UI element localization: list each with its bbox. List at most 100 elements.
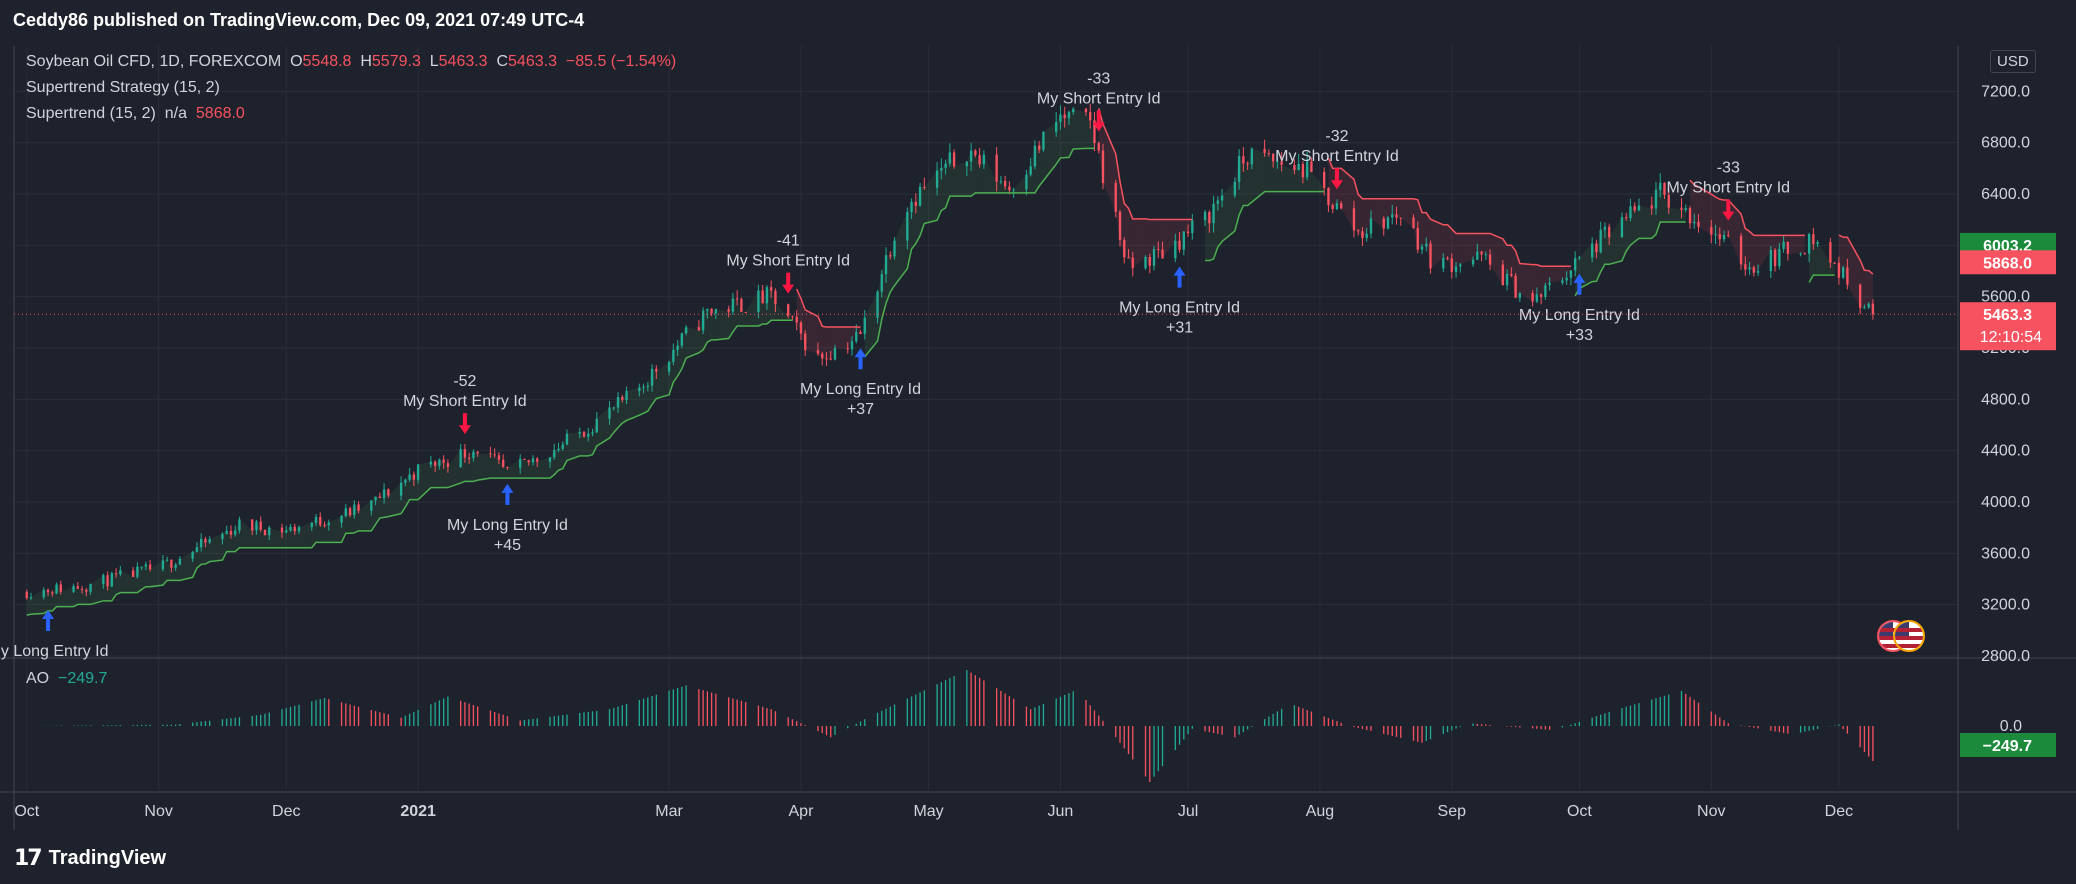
candle xyxy=(1484,251,1487,260)
tradingview-logo[interactable]: 17 TradingView xyxy=(14,846,166,871)
candle xyxy=(106,571,109,591)
candle xyxy=(1178,232,1181,253)
supertrend-fill xyxy=(1183,219,1189,234)
candle xyxy=(429,455,433,468)
supertrend-name[interactable]: Supertrend (15, 2) xyxy=(26,105,156,122)
supertrend-fill xyxy=(1562,266,1567,281)
candle-body xyxy=(106,575,109,587)
candle xyxy=(1803,252,1807,255)
candle xyxy=(502,454,505,468)
strategy-legend[interactable]: Supertrend Strategy (15, 2) xyxy=(26,79,220,97)
candle xyxy=(1535,287,1539,304)
candle-body xyxy=(59,584,62,592)
candle-body xyxy=(1271,153,1275,162)
supertrend-fill xyxy=(954,161,967,197)
candle xyxy=(387,488,390,498)
short-entry-signal[interactable]: My Short Entry Id -52 xyxy=(403,373,527,435)
candle xyxy=(114,568,118,578)
candle-body xyxy=(191,551,194,559)
candle xyxy=(310,522,313,531)
short-entry-signal[interactable]: My Short Entry Id -41 xyxy=(726,233,850,294)
candle-body xyxy=(1003,180,1007,187)
candle xyxy=(89,583,92,595)
candle xyxy=(234,525,237,537)
candle xyxy=(1488,249,1492,271)
supertrend-fill xyxy=(230,530,236,552)
candle-body xyxy=(731,298,735,312)
candle xyxy=(255,519,258,535)
candle-body xyxy=(1357,230,1360,232)
supertrend-fill xyxy=(1217,195,1223,247)
ao-value-badge[interactable]: −249.7 xyxy=(1960,733,2056,757)
short-entry-signal[interactable]: My Short Entry Id -33 xyxy=(1037,71,1161,132)
event-flags[interactable] xyxy=(1877,620,1941,652)
candle xyxy=(561,441,564,451)
supertrend-fill xyxy=(1541,266,1546,297)
symbol-legend[interactable]: Soybean Oil CFD, 1D, FOREXCOM O5548.8 H5… xyxy=(26,53,676,71)
strategy-name[interactable]: Supertrend Strategy (15, 2) xyxy=(26,79,220,96)
candle-body xyxy=(255,521,258,531)
candle-body xyxy=(178,558,182,565)
us-flag-icon[interactable] xyxy=(1893,620,1925,652)
candle-body xyxy=(1297,163,1300,171)
candle xyxy=(1863,304,1866,310)
candle-body xyxy=(148,564,152,570)
long-entry-signal[interactable]: My Long Entry Id +37 xyxy=(800,348,921,418)
ao-value-badge-bg xyxy=(1960,733,2056,757)
candle-body xyxy=(582,431,586,437)
candle xyxy=(804,330,807,356)
candle-body xyxy=(969,150,973,162)
long-arrow-icon xyxy=(854,348,867,370)
candle-body xyxy=(497,455,501,460)
supertrend-fill xyxy=(524,459,529,479)
candle xyxy=(144,561,148,571)
supertrend-legend[interactable]: Supertrend (15, 2) n/a 5868.0 xyxy=(26,105,245,123)
long-entry-signal[interactable]: My Long Entry Id xyxy=(0,609,109,660)
close-label: C xyxy=(496,53,509,70)
candle xyxy=(1161,241,1164,259)
candle xyxy=(757,284,760,319)
candle-body xyxy=(221,533,224,539)
candle-body xyxy=(1220,195,1224,201)
candle-body xyxy=(1650,205,1653,209)
supertrend-fill xyxy=(1477,233,1482,255)
candle-body xyxy=(1803,253,1807,255)
short-entry-signal[interactable]: My Short Entry Id -33 xyxy=(1666,160,1790,221)
supertrend-fill xyxy=(1243,163,1248,206)
supertrend-fill xyxy=(1013,174,1027,193)
trade-pnl-label: -33 xyxy=(1717,160,1740,177)
candle-body xyxy=(1369,218,1373,234)
candle xyxy=(1629,198,1632,222)
candle-body xyxy=(1033,145,1037,167)
candle xyxy=(608,401,611,425)
candle-body xyxy=(467,457,471,459)
candle-body xyxy=(1084,108,1088,113)
candle xyxy=(999,175,1003,185)
candle xyxy=(204,536,207,548)
candle-body xyxy=(25,591,28,599)
long-entry-signal[interactable]: My Long Entry Id +31 xyxy=(1119,266,1240,337)
candle xyxy=(1739,233,1743,270)
supertrend-fill xyxy=(584,433,589,456)
candle-body xyxy=(1569,270,1573,278)
candle-body xyxy=(1778,248,1781,267)
candle xyxy=(46,588,50,596)
candle-body xyxy=(1603,226,1607,230)
short-entry-signal[interactable]: My Short Entry Id -32 xyxy=(1275,128,1399,190)
candle xyxy=(199,533,203,552)
candle-body xyxy=(161,560,165,570)
ao-legend[interactable]: AO −249.7 xyxy=(26,670,107,688)
candle-body xyxy=(1539,294,1543,297)
ao-name[interactable]: AO xyxy=(26,670,50,687)
candle-body xyxy=(382,489,386,499)
currency-label[interactable]: USD xyxy=(1990,50,2036,73)
supertrend-up-line xyxy=(1205,190,1325,262)
candle xyxy=(42,587,45,600)
candle xyxy=(1837,256,1841,285)
long-entry-signal[interactable]: My Long Entry Id +33 xyxy=(1519,273,1640,344)
price-badge-supertrend[interactable]: 5868.0 xyxy=(1960,250,2056,275)
price-badge-last[interactable]: 5463.3 12:10:54 xyxy=(1960,302,2056,351)
long-entry-signal[interactable]: My Long Entry Id +45 xyxy=(447,483,568,554)
symbol-name[interactable]: Soybean Oil CFD, 1D, FOREXCOM xyxy=(26,53,282,70)
